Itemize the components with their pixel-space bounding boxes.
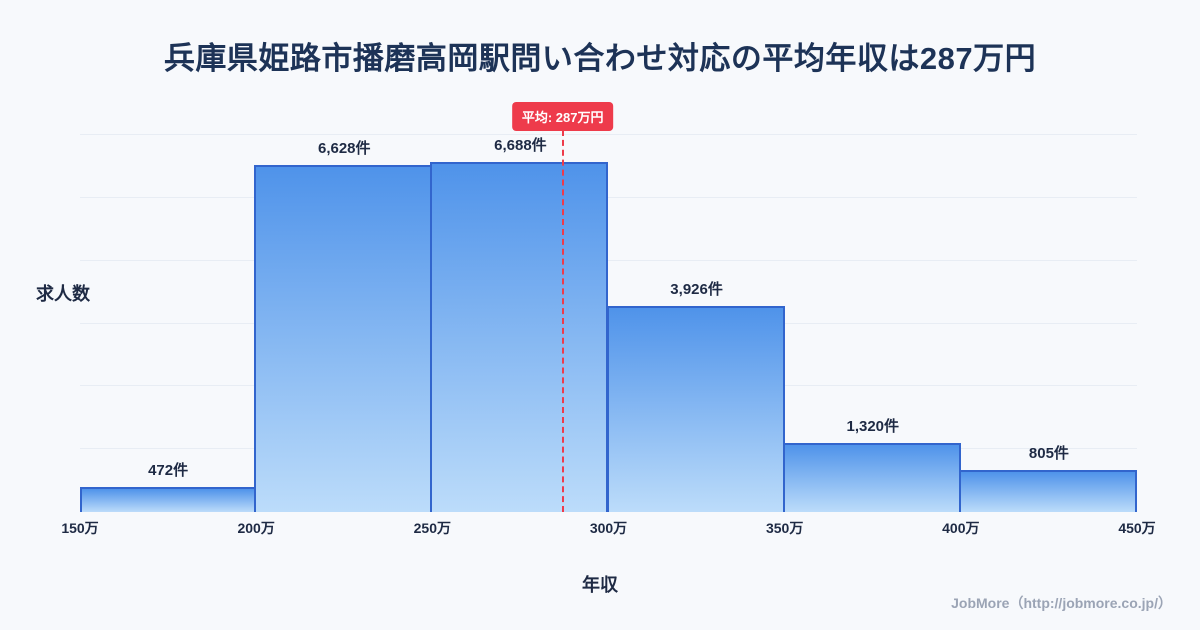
x-tick-label: 200万 xyxy=(237,520,275,536)
chart-area: 472件 6,628件 6,688件 3,926件 1,320件 805件 xyxy=(80,130,1137,512)
page-title: 兵庫県姫路市播磨高岡駅問い合わせ対応の平均年収は287万円 xyxy=(163,41,1037,76)
x-tick-label: 250万 xyxy=(413,520,452,536)
average-line xyxy=(561,130,564,512)
average-badge: 平均: 287万円 xyxy=(511,102,614,131)
x-tick-label: 150万 xyxy=(61,520,99,536)
x-tick-label: 450万 xyxy=(1118,520,1156,536)
histogram-bar xyxy=(430,161,609,512)
histogram-bar xyxy=(80,487,257,512)
x-tick-label: 350万 xyxy=(765,520,804,536)
bar-value-label: 3,926件 xyxy=(670,281,723,299)
bar-value-label: 1,320件 xyxy=(846,417,900,435)
histogram-bar xyxy=(958,469,1137,512)
x-axis-label: 年収 xyxy=(582,575,618,595)
gridline xyxy=(80,259,1137,261)
histogram-bar xyxy=(254,164,433,512)
gridline xyxy=(80,134,1137,135)
y-axis-label: 求人数 xyxy=(36,284,90,304)
footer-credit: JobMore（http://jobmore.co.jp/） xyxy=(951,595,1172,611)
x-tick-label: 400万 xyxy=(942,520,980,536)
bar-value-label: 6,688件 xyxy=(494,136,547,154)
chart-wrapper: 平均: 287万円 472件 6,628件 6,688件 3,926件 1,320件 80… xyxy=(61,100,1156,540)
bar-value-label: 6,628件 xyxy=(317,139,371,157)
histogram-bar xyxy=(606,306,785,512)
x-axis-ticks: 150万 200万 250万 300万 350万 400万 450万 xyxy=(61,518,1155,540)
gridline xyxy=(80,196,1137,198)
bar-value-label: 805件 xyxy=(1028,444,1069,462)
bar-value-label: 472件 xyxy=(148,462,189,480)
x-tick-label: 300万 xyxy=(589,520,628,536)
histogram-bar xyxy=(782,442,961,512)
